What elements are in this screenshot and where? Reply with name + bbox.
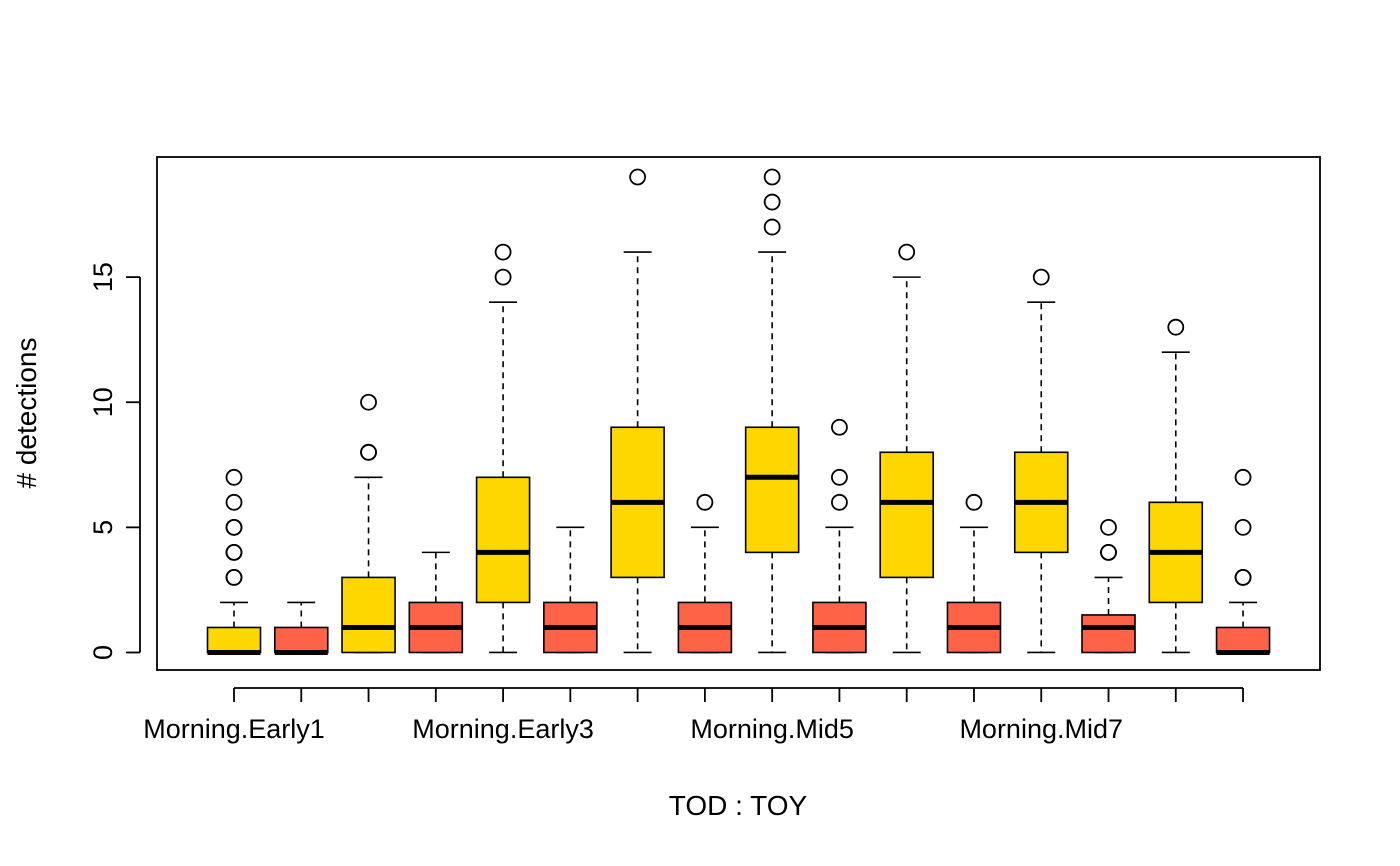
outlier-point	[225, 543, 243, 561]
outlier-point	[763, 193, 781, 211]
outlier-point	[696, 493, 714, 511]
box-group	[744, 168, 800, 654]
box-group	[812, 418, 867, 654]
outlier-point	[763, 168, 781, 186]
y-tick-label: 15	[88, 262, 118, 292]
box-group	[677, 493, 733, 654]
box-group	[1148, 318, 1204, 654]
outlier-point	[1032, 268, 1050, 286]
x-tick-label: Morning.Early3	[412, 714, 594, 744]
box-group	[1013, 268, 1069, 654]
plot-frame	[156, 156, 1321, 671]
x-tick-label: Morning.Early1	[143, 714, 325, 744]
box-body	[1081, 614, 1136, 654]
outlier-point	[831, 418, 848, 436]
x-axis-title: TOD : TOY	[669, 790, 808, 821]
box-group	[206, 468, 262, 655]
outlier-point	[1234, 518, 1252, 536]
box-group	[610, 168, 665, 654]
box-body	[341, 576, 396, 654]
box-group	[543, 526, 598, 654]
box-series	[206, 168, 1271, 655]
outlier-point	[360, 443, 377, 461]
outlier-point	[965, 493, 983, 511]
box-body	[1215, 626, 1271, 654]
outlier-point	[225, 468, 243, 486]
outlier-point	[1234, 468, 1252, 486]
box-group	[1081, 518, 1136, 654]
outlier-point	[831, 493, 848, 511]
outlier-point	[1234, 569, 1252, 586]
outlier-point	[225, 493, 243, 511]
outlier-point	[225, 518, 243, 536]
x-axis: Morning.Early1 Morning.Early3 Morning.Mid5…	[143, 687, 1244, 744]
outlier-point	[494, 243, 512, 261]
box-body	[475, 476, 531, 604]
y-tick-label: 5	[88, 520, 118, 535]
outlier-point	[1100, 543, 1117, 561]
outlier-point	[225, 569, 243, 586]
y-axis-title: # detections	[11, 338, 42, 489]
x-tick-label: Morning.Mid5	[690, 714, 854, 744]
outlier-point	[1167, 318, 1185, 336]
box-body	[879, 451, 935, 579]
box-group	[475, 243, 531, 654]
box-group	[273, 601, 329, 655]
outlier-point	[629, 168, 647, 186]
box-body	[273, 626, 329, 654]
y-tick-label: 10	[88, 387, 118, 417]
outlier-point	[831, 468, 848, 486]
x-tick-label: Morning.Mid7	[959, 714, 1123, 744]
box-group	[946, 493, 1002, 654]
box-group	[879, 243, 935, 654]
y-axis: 0 5 10 15	[88, 262, 141, 660]
box-group	[1215, 468, 1271, 655]
outlier-point	[494, 268, 512, 286]
box-group	[341, 393, 396, 654]
outlier-point	[360, 393, 377, 411]
outlier-point	[763, 218, 781, 236]
outlier-point	[898, 243, 916, 261]
outlier-point	[1100, 518, 1117, 536]
y-tick-label: 0	[88, 645, 118, 660]
box-body	[744, 426, 800, 554]
box-body	[206, 626, 262, 654]
box-group	[408, 551, 464, 654]
